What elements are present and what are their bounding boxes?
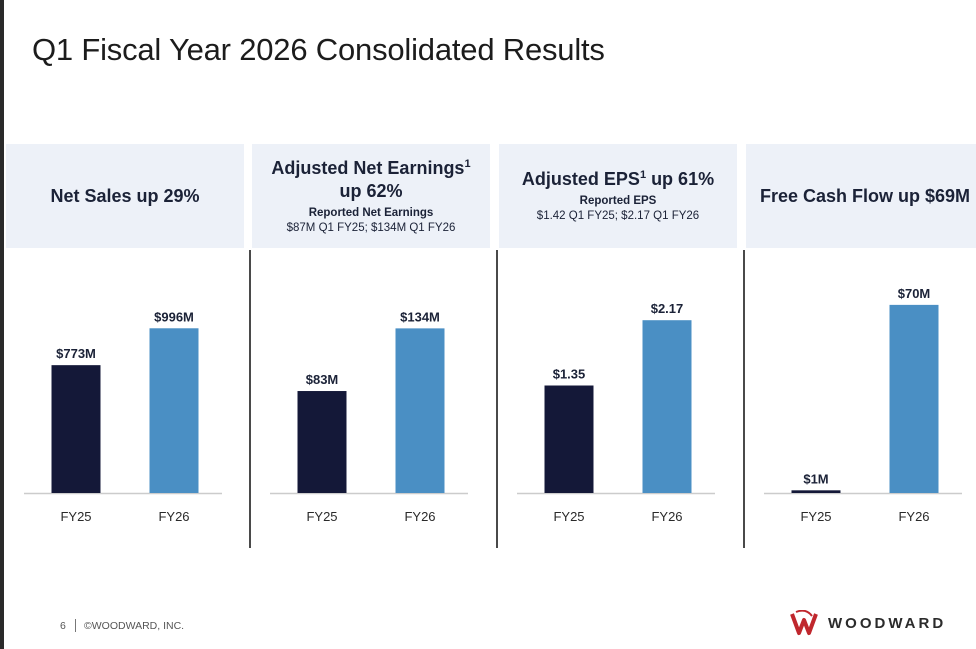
tick-label: FY25: [60, 509, 91, 524]
panel-subtitle: Reported EPS: [579, 195, 657, 207]
bar-fy25: [791, 490, 841, 493]
chart-free-cash-flow: $1M FY25 $70M FY26: [764, 286, 962, 524]
panel-divider: [496, 250, 498, 548]
panel-divider: [743, 250, 745, 548]
data-label: $773M: [56, 346, 96, 361]
left-edge-bar: [0, 0, 4, 649]
panel-adjusted-net-earnings: Adjusted Net Earnings1 up 62% Reported Ne…: [249, 144, 490, 548]
panel-title: Adjusted EPS1 up 61%: [521, 169, 715, 189]
data-label: $83M: [306, 372, 339, 387]
data-label: $996M: [154, 309, 194, 324]
footer-copyright: ©WOODWARD, INC.: [84, 620, 185, 632]
tick-label: FY26: [651, 509, 682, 524]
tick-label: FY26: [158, 509, 189, 524]
panel-title: Net Sales up 29%: [50, 185, 200, 206]
panel-subtitle: Reported Net Earnings: [308, 206, 434, 219]
tick-label: FY25: [306, 509, 337, 524]
data-label: $2.17: [651, 301, 684, 316]
panel-title: Free Cash Flow up $69M: [759, 185, 971, 206]
bar-fy26: [149, 328, 199, 493]
page-title: Q1 Fiscal Year 2026 Consolidated Results: [32, 32, 605, 67]
tick-label: FY26: [404, 509, 435, 524]
data-label: $1M: [803, 471, 828, 486]
page-number: 6: [60, 620, 66, 632]
panel-net-sales: Net Sales up 29% $773M FY25 $996M FY26: [6, 144, 244, 548]
panel-header: Adjusted Net Earnings1 up 62% Reported Ne…: [252, 144, 490, 248]
bar-fy26: [889, 304, 939, 493]
woodward-logo: WOODWARD: [790, 610, 946, 636]
bar-fy26: [642, 320, 692, 493]
panel-adjusted-eps: Adjusted EPS1 up 61% Reported EPS $1.42 …: [496, 144, 737, 548]
woodward-logo-icon: [790, 610, 818, 635]
tick-label: FY25: [553, 509, 584, 524]
panel-header: Adjusted EPS1 up 61% Reported EPS $1.42 …: [499, 144, 737, 248]
panel-header: Net Sales up 29%: [6, 144, 244, 248]
panel-note: $87M Q1 FY25; $134M Q1 FY26: [286, 221, 456, 234]
panel-divider: [249, 250, 251, 548]
chart-net-sales: $773M FY25 $996M FY26: [24, 309, 222, 524]
bar-fy25: [297, 391, 347, 493]
tick-label: FY25: [800, 509, 831, 524]
panel-header: Free Cash Flow up $69M: [746, 144, 976, 248]
chart-adjusted-net-earnings: $83M FY25 $134M FY26: [270, 309, 468, 524]
data-label: $70M: [898, 286, 931, 301]
panel-free-cash-flow: Free Cash Flow up $69M $1M FY25 $70M FY26: [743, 144, 976, 548]
data-label: $1.35: [553, 367, 586, 382]
bar-fy25: [544, 385, 594, 493]
footer-separator: [75, 619, 76, 632]
tick-label: FY26: [898, 509, 929, 524]
bar-fy26: [395, 328, 445, 493]
chart-adjusted-eps: $1.35 FY25 $2.17 FY26: [517, 301, 715, 524]
logo-wordmark: WOODWARD: [828, 614, 947, 632]
panel-title: Adjusted Net Earnings1 up 62%: [271, 157, 471, 201]
panel-note: $1.42 Q1 FY25; $2.17 Q1 FY26: [536, 210, 700, 222]
bar-fy25: [51, 365, 101, 493]
data-label: $134M: [400, 309, 440, 324]
